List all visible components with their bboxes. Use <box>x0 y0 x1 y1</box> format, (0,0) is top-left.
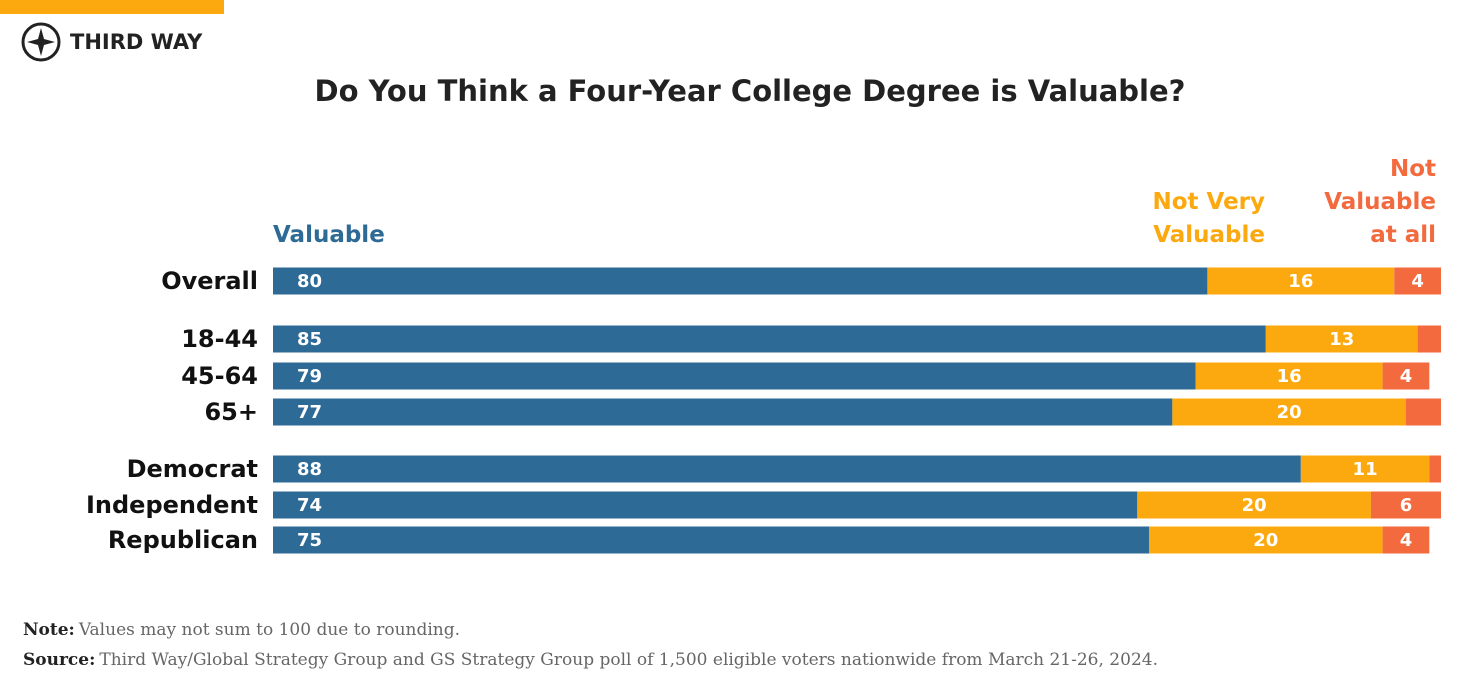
chart-title: Do You Think a Four-Year College Degree … <box>315 74 1186 108</box>
bar-segment <box>273 491 1138 519</box>
source-label: Source: <box>23 650 96 670</box>
source: Source: Third Way/Global Strategy Group a… <box>23 650 1158 670</box>
y-tick-label: Republican <box>108 526 258 554</box>
data-label: 20 <box>1277 402 1302 423</box>
data-label: 4 <box>1400 366 1413 387</box>
data-label: 77 <box>297 402 322 423</box>
y-tick-label: Democrat <box>127 455 258 483</box>
bar-segment <box>1149 526 1383 554</box>
bar-segment <box>273 455 1301 483</box>
y-tick-label: Overall <box>161 267 258 295</box>
bar-segment <box>1417 325 1441 353</box>
data-label: 80 <box>297 271 322 292</box>
legend-label: Not Very Valuable <box>1152 189 1265 248</box>
bar-segment <box>1265 325 1418 353</box>
data-label: 16 <box>1277 366 1302 387</box>
y-tick-label: 18-44 <box>181 325 258 353</box>
data-label: 85 <box>297 329 322 350</box>
bar-segment <box>273 362 1196 390</box>
bar-segment <box>1207 267 1395 295</box>
bar-segment <box>1405 398 1441 426</box>
data-label: 16 <box>1288 271 1313 292</box>
note-text: Values may not sum to 100 due to roundin… <box>78 620 461 640</box>
data-label: 75 <box>297 530 322 551</box>
bar-segment <box>273 267 1208 295</box>
bar-segment <box>1394 267 1441 295</box>
y-tick-label: Independent <box>86 491 258 519</box>
logo-icon <box>21 22 61 62</box>
bar-segment <box>1429 455 1441 483</box>
bar-segment <box>1300 455 1430 483</box>
y-tick-label: 65+ <box>204 398 258 426</box>
data-label: 20 <box>1253 530 1278 551</box>
bar-segment <box>1382 526 1430 554</box>
data-label: 20 <box>1242 495 1267 516</box>
source-text: Third Way/Global Strategy Group and GS S… <box>99 650 1158 670</box>
bar-segment <box>1382 362 1430 390</box>
bar-segment <box>273 325 1266 353</box>
brand-stripe <box>0 0 224 14</box>
data-label: 88 <box>297 459 322 480</box>
note-label: Note: <box>23 620 75 640</box>
data-label: 79 <box>297 366 322 387</box>
note: Note: Values may not sum to 100 due to ro… <box>23 620 460 640</box>
legend-label: Not Valuable at all <box>1324 156 1436 248</box>
bar-segment <box>273 526 1149 554</box>
data-label: 13 <box>1329 329 1354 350</box>
data-label: 4 <box>1411 271 1424 292</box>
data-label: 6 <box>1400 495 1413 516</box>
data-label: 74 <box>297 495 322 516</box>
legend-label: Valuable <box>273 222 385 248</box>
data-label: 4 <box>1400 530 1413 551</box>
bar-segment <box>1195 362 1383 390</box>
logo-text: THIRD WAY <box>70 30 203 54</box>
y-tick-label: 45-64 <box>181 362 258 390</box>
bar-segment <box>1370 491 1441 519</box>
data-label: 11 <box>1353 459 1378 480</box>
bar-segment <box>1172 398 1406 426</box>
bar-segment <box>1137 491 1371 519</box>
bar-segment <box>273 398 1173 426</box>
